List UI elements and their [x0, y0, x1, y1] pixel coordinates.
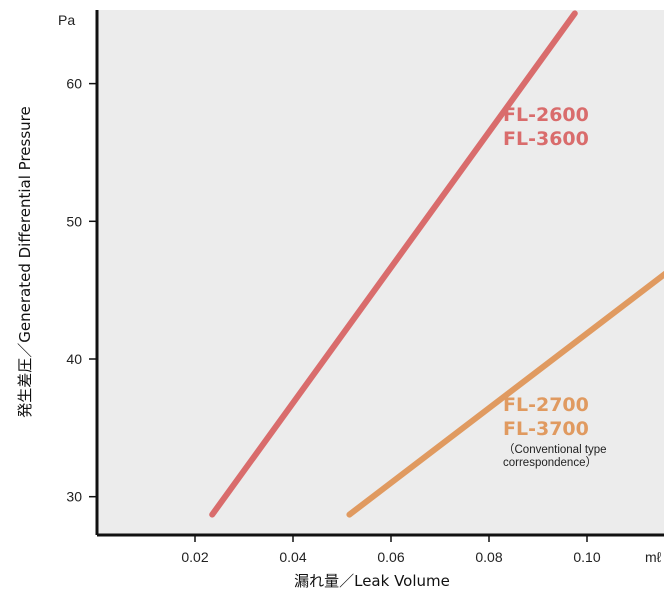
x-tick-label: 0.10	[573, 549, 600, 565]
series-layer	[209, 10, 664, 518]
ticks-layer: 0.02 0.04 0.06 0.08 0.10 30 40 50 60	[66, 76, 600, 565]
plot-background	[97, 10, 664, 535]
series-line	[209, 10, 578, 518]
x-tick-label: 0.06	[377, 549, 404, 565]
x-axis-title: 漏れ量／Leak Volume	[294, 572, 450, 590]
series-label: FL-3700	[503, 418, 589, 440]
y-unit-label: Pa	[58, 12, 75, 28]
x-unit-label: mℓ	[645, 549, 662, 565]
y-tick-label: 40	[66, 351, 82, 367]
x-tick-label: 0.04	[279, 549, 306, 565]
series-label: FL-2700	[503, 394, 589, 416]
x-tick-label: 0.02	[181, 549, 208, 565]
y-tick-label: 30	[66, 489, 82, 505]
y-tick-label: 50	[66, 213, 82, 229]
y-axis-title: 発生差圧／Generated Differential Pressure	[16, 106, 34, 417]
series-note: correspondence）	[503, 456, 597, 469]
x-tick-label: 0.08	[475, 549, 502, 565]
series-label: FL-2600	[503, 104, 589, 126]
series-line	[346, 270, 664, 518]
series-label: FL-3600	[503, 128, 589, 150]
y-tick-label: 60	[66, 76, 82, 92]
series-note: （Conventional type	[503, 443, 607, 456]
